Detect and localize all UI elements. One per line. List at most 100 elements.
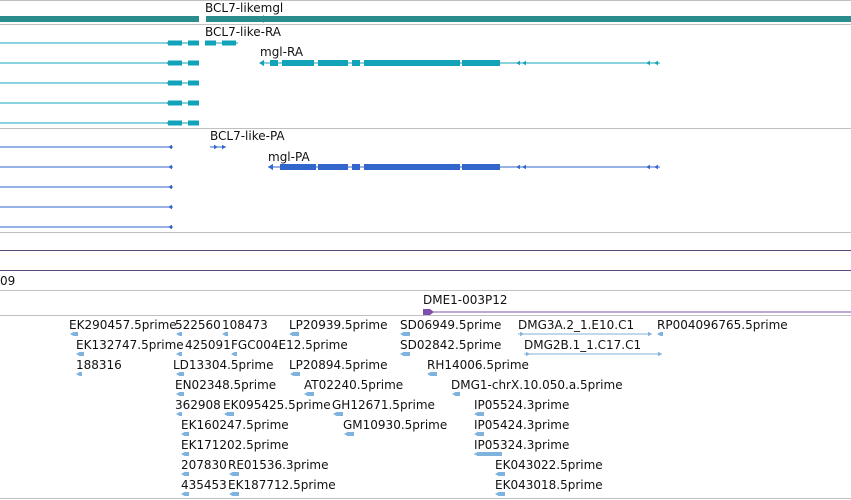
est-label[interactable]: GH12671.5prime — [332, 398, 435, 412]
est-label[interactable]: EK290457.5prime — [69, 318, 177, 332]
est-label[interactable]: EK043022.5prime — [495, 458, 603, 472]
est-label[interactable]: SD06949.5prime — [400, 318, 502, 332]
est-block — [499, 472, 505, 476]
est-label[interactable]: EK132747.5prime — [76, 338, 184, 352]
est-label[interactable]: 522560 — [175, 318, 221, 332]
est-block — [499, 492, 505, 496]
strand-arrow-left — [168, 204, 172, 210]
strand-arrow-left — [168, 144, 172, 150]
est-label[interactable]: EN02348.5prime — [175, 378, 277, 392]
strand-arrow-left — [224, 411, 228, 417]
est-block — [293, 332, 299, 336]
est-block — [337, 412, 343, 416]
est-label[interactable]: LP20939.5prime — [289, 318, 388, 332]
strand-arrow-left — [400, 331, 404, 337]
strand-arrow-left — [168, 164, 172, 170]
est-block — [180, 352, 182, 356]
est-label[interactable]: IP05324.3prime — [474, 438, 570, 452]
est-block — [456, 392, 460, 396]
transcript-label-mgl-pa[interactable]: mgl-PA — [268, 150, 310, 164]
exon-block — [318, 60, 348, 66]
est-block — [431, 372, 437, 376]
est-label[interactable]: 362908 — [175, 398, 221, 412]
est-block — [185, 472, 189, 476]
est-label[interactable]: 108473 — [222, 318, 268, 332]
exon-block — [188, 40, 199, 46]
est-label[interactable]: 425091 — [185, 338, 231, 352]
est-block — [233, 492, 239, 496]
exon-block — [282, 60, 314, 66]
gene-label-bcl7-mgl[interactable]: BCL7-likemgl — [205, 1, 284, 15]
est-label[interactable]: RE01536.3prime — [228, 458, 329, 472]
exon-block — [168, 80, 182, 86]
est-label[interactable]: DMG2B.1_1.C17.C1 — [524, 338, 642, 352]
strand-arrow-left — [646, 164, 650, 170]
strand-arrow-left — [229, 491, 233, 497]
strand-arrow-left — [495, 491, 499, 497]
est-label[interactable]: 188316 — [76, 358, 122, 372]
est-label[interactable]: 435453 — [181, 478, 227, 492]
strand-arrow-left — [176, 411, 180, 417]
est-label[interactable]: AT02240.5prime — [304, 378, 404, 392]
clone-label[interactable]: DME1-003P12 — [423, 293, 508, 307]
est-label[interactable]: LD13304.5prime — [173, 358, 274, 372]
strand-arrow-left — [657, 331, 661, 337]
est-label[interactable]: IP05524.3prime — [474, 398, 570, 412]
strand-arrow-left — [229, 471, 233, 477]
exon-block — [352, 164, 360, 170]
est-block — [228, 412, 234, 416]
est-block — [478, 412, 484, 416]
est-block — [404, 352, 410, 356]
est-block — [180, 372, 184, 376]
transcript-label-mgl-ra[interactable]: mgl-RA — [260, 45, 304, 59]
est-label[interactable]: DMG3A.2_1.E10.C1 — [518, 318, 635, 332]
partial-track-label: 09 — [0, 274, 16, 288]
est-label[interactable]: SD02842.5prime — [400, 338, 502, 352]
est-label[interactable]: EK095425.5prime — [223, 398, 331, 412]
strand-arrow-left — [168, 184, 172, 190]
est-block — [404, 332, 410, 336]
exon-block — [188, 80, 199, 86]
exon-block — [352, 60, 360, 66]
transcript-label-bcl7-ra[interactable]: BCL7-like-RA — [205, 25, 282, 39]
est-label[interactable]: EK171202.5prime — [181, 438, 289, 452]
est-label[interactable]: 207830 — [181, 458, 227, 472]
strand-arrow-left — [222, 331, 226, 337]
est-label[interactable]: LP20894.5prime — [289, 358, 388, 372]
est-label[interactable]: EK043018.5prime — [495, 478, 603, 492]
est-label[interactable]: IP05424.3prime — [474, 418, 570, 432]
exon-block — [462, 164, 500, 170]
strand-arrow-left — [333, 411, 337, 417]
strand-arrow-left — [344, 431, 348, 437]
exon-block — [168, 40, 182, 46]
est-block — [185, 452, 189, 456]
gene-bar-bcl7 — [0, 16, 199, 22]
est-block — [478, 452, 502, 456]
est-label[interactable]: DMG1-chrX.10.050.a.5prime — [451, 378, 623, 392]
strand-arrow-left — [181, 451, 185, 457]
exon-block — [168, 120, 182, 126]
est-block — [180, 392, 184, 396]
est-label[interactable]: EK187712.5prime — [228, 478, 336, 492]
est-block — [348, 432, 354, 436]
exon-block — [270, 60, 278, 66]
strand-arrow-left — [646, 60, 650, 66]
strand-arrow-left — [168, 224, 172, 230]
est-block — [80, 372, 82, 376]
strand-arrow-left — [522, 164, 526, 170]
est-label[interactable]: RP004096765.5prime — [657, 318, 788, 332]
strand-arrow-left — [516, 60, 520, 66]
est-block — [185, 432, 189, 436]
transcript-label-bcl7-pa[interactable]: BCL7-like-PA — [210, 129, 285, 143]
est-label[interactable]: RH14006.5prime — [427, 358, 529, 372]
est-label[interactable]: FGC004E12.5prime — [231, 338, 348, 352]
strand-arrow-left — [176, 371, 180, 377]
strand-arrow-left — [176, 331, 180, 337]
strand-arrow-left — [495, 471, 499, 477]
est-label[interactable]: EK160247.5prime — [181, 418, 289, 432]
strand-arrow-left — [427, 371, 431, 377]
strand-arrow-right — [526, 351, 530, 357]
strand-arrow-left — [258, 15, 264, 23]
est-label[interactable]: GM10930.5prime — [343, 418, 448, 432]
